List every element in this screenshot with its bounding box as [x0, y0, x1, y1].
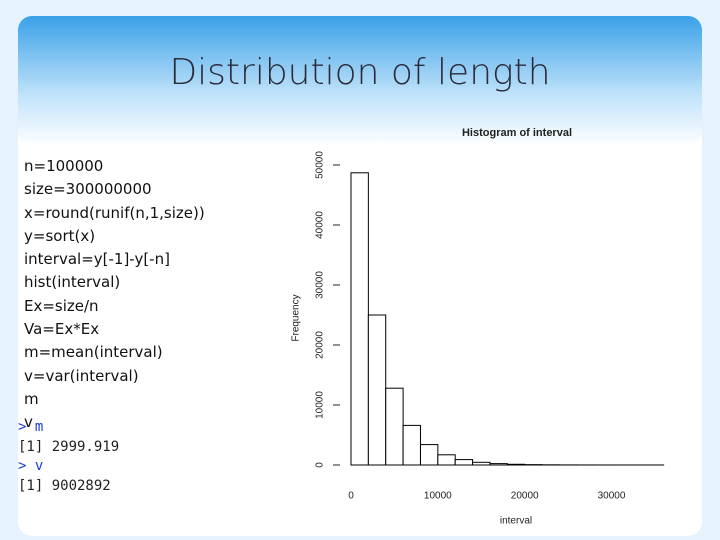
console-output: > m [1] 2999.919 > v [1] 9002892 — [18, 418, 119, 496]
console-line: [1] 9002892 — [18, 477, 111, 494]
code-line: v — [24, 413, 33, 432]
bar — [402, 424, 421, 466]
x-tick-label: 30000 — [598, 491, 626, 502]
bar — [489, 463, 508, 466]
code-line: m — [24, 389, 39, 408]
code-line: x=round(runif(n,1,size)) — [24, 203, 205, 222]
bar — [506, 463, 526, 466]
y-tick-label: 40000 — [315, 211, 326, 239]
y-tick-label: 10000 — [315, 391, 326, 419]
console-line: > v — [18, 458, 44, 474]
bar — [419, 444, 439, 466]
bar — [367, 314, 387, 466]
y-tick-label: 20000 — [315, 331, 326, 359]
bar — [385, 387, 404, 466]
chart-title: Histogram of interval — [462, 127, 572, 139]
x-axis-label: interval — [500, 516, 532, 527]
x-tick-label: 20000 — [511, 491, 539, 502]
code-line: y=sort(x) — [24, 226, 96, 245]
code-line: v=var(interval) — [24, 366, 139, 385]
y-tick-label: 30000 — [315, 271, 326, 299]
console-line: > m — [18, 419, 44, 435]
y-axis-label: Frequency — [291, 294, 302, 341]
code-block: n=100000 size=300000000 x=round(runif(n,1,… — [24, 155, 205, 435]
y-tick-label: 0 — [315, 462, 326, 468]
code-line: Va=Ex*Ex — [24, 320, 100, 339]
bar — [472, 461, 491, 466]
code-line: m=mean(interval) — [24, 343, 163, 362]
x-tick-label: 0 — [348, 491, 354, 502]
code-line: n=100000 — [24, 157, 104, 175]
code-line: size=300000000 — [24, 180, 152, 199]
code-line: Ex=size/n — [24, 296, 99, 315]
y-tick-label: 50000 — [315, 151, 326, 179]
x-tick-label: 10000 — [424, 491, 452, 502]
slide-title: Distribution of length — [169, 52, 551, 93]
bar — [350, 172, 369, 466]
console-line: [1] 2999.919 — [18, 438, 120, 455]
code-line: interval=y[-1]-y[-n] — [24, 250, 170, 269]
bar — [454, 459, 474, 466]
bar — [437, 454, 456, 466]
code-line: hist(interval) — [24, 273, 121, 292]
